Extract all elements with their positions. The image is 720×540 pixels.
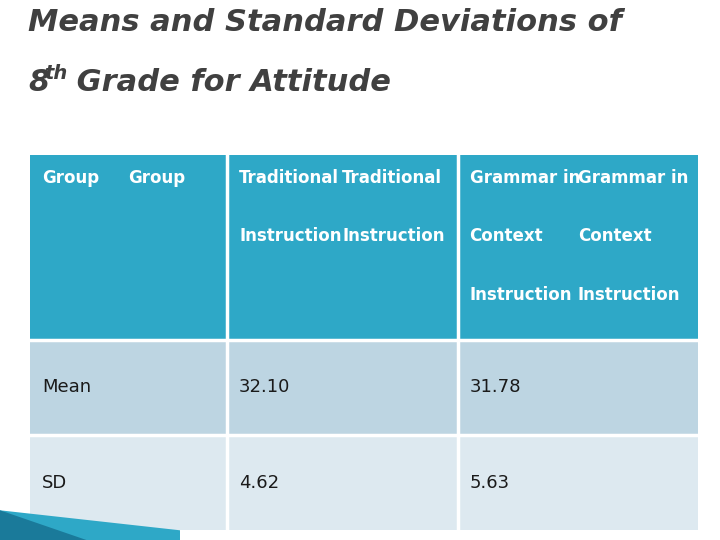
Text: SD: SD bbox=[42, 474, 67, 491]
Bar bbox=[457, 340, 698, 435]
Text: Grade for Attitude: Grade for Attitude bbox=[66, 68, 391, 97]
Text: 8: 8 bbox=[28, 68, 49, 97]
Polygon shape bbox=[0, 510, 180, 540]
Bar bbox=[457, 155, 698, 340]
Bar bbox=[30, 340, 227, 435]
Bar bbox=[30, 155, 227, 340]
Bar bbox=[227, 155, 457, 340]
Text: Group: Group bbox=[129, 169, 186, 187]
Text: 31.78: 31.78 bbox=[469, 379, 521, 396]
Text: 4.62: 4.62 bbox=[239, 474, 279, 491]
Text: Grammar in

Context

Instruction: Grammar in Context Instruction bbox=[469, 169, 580, 304]
Text: Mean: Mean bbox=[42, 379, 91, 396]
Text: Traditional

Instruction: Traditional Instruction bbox=[239, 169, 341, 245]
Bar bbox=[227, 340, 457, 435]
Bar bbox=[30, 435, 227, 530]
Text: th: th bbox=[44, 64, 67, 83]
Text: Means and Standard Deviations of: Means and Standard Deviations of bbox=[28, 8, 622, 37]
Text: 32.10: 32.10 bbox=[239, 379, 290, 396]
Text: Traditional

Instruction: Traditional Instruction bbox=[342, 169, 445, 245]
Text: Group: Group bbox=[42, 169, 99, 187]
Bar bbox=[457, 435, 698, 530]
Text: Grammar in

Context

Instruction: Grammar in Context Instruction bbox=[577, 169, 688, 304]
Bar bbox=[227, 435, 457, 530]
Polygon shape bbox=[0, 510, 86, 540]
Text: 5.63: 5.63 bbox=[469, 474, 510, 491]
